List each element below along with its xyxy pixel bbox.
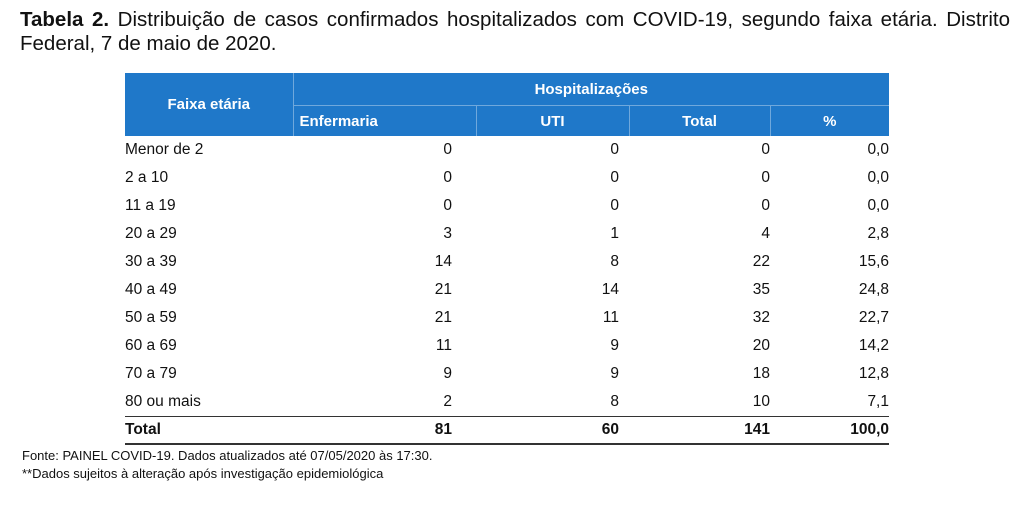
total-cell: 35	[752, 281, 770, 298]
table-row: 70 a 79 9 9 18 12,8	[125, 360, 889, 388]
icu-cell: 60	[476, 416, 629, 445]
table-row: 11 a 19 0 0 0 0,0	[125, 192, 889, 220]
ward-cell: 2	[443, 393, 452, 410]
ward-cell: 81	[293, 416, 476, 445]
icu-cell: 9	[610, 365, 619, 382]
icu-cell: 0	[610, 169, 619, 186]
age-group-cell: Total	[125, 416, 293, 445]
percent-cell: 12,8	[858, 365, 889, 382]
ward-cell: 9	[443, 365, 452, 382]
percent-cell: 24,8	[858, 281, 889, 298]
icu-cell: 11	[602, 309, 619, 326]
total-cell: 0	[761, 169, 770, 186]
age-group-cell: 20 a 29	[125, 225, 177, 242]
icu-cell: 14	[601, 281, 619, 298]
icu-cell: 9	[610, 337, 619, 354]
age-group-header: Faixa etária	[125, 73, 294, 136]
percent-cell: 2,8	[867, 225, 889, 242]
icu-header: UTI	[475, 105, 629, 136]
percent-cell: 22,7	[858, 309, 889, 326]
age-group-cell: 60 a 69	[125, 337, 177, 354]
icu-cell: 0	[610, 141, 619, 158]
icu-cell: 8	[610, 253, 619, 270]
hospitalization-table: Faixa etária Hospitalizações Enfermaria …	[125, 73, 889, 445]
percent-cell: 14,2	[858, 337, 889, 354]
age-group-cell: 30 a 39	[125, 253, 177, 270]
source-note: Fonte: PAINEL COVID-19. Dados atualizado…	[22, 448, 433, 463]
total-cell: 0	[761, 141, 770, 158]
table-row: 30 a 39 14 8 22 15,6	[125, 248, 889, 276]
total-cell: 0	[761, 197, 770, 214]
table-row: 2 a 10 0 0 0 0,0	[125, 164, 889, 192]
percent-cell: 0,0	[867, 141, 889, 158]
percent-cell: 0,0	[867, 169, 889, 186]
table-row: 80 ou mais 2 8 10 7,1	[125, 388, 889, 417]
total-row: Total 81 60 141 100,0	[125, 416, 889, 445]
caption-text: Distribuição de casos confirmados hospit…	[20, 8, 1010, 55]
total-cell: 18	[752, 365, 770, 382]
ward-cell: 0	[443, 197, 452, 214]
total-cell: 22	[752, 253, 770, 270]
age-group-cell: 11 a 19	[125, 197, 176, 214]
total-cell: 4	[761, 225, 770, 242]
table-row: 40 a 49 21 14 35 24,8	[125, 276, 889, 304]
hospitalizations-header: Hospitalizações	[293, 73, 889, 106]
table-row: 50 a 59 21 11 32 22,7	[125, 304, 889, 332]
icu-cell: 1	[610, 225, 619, 242]
total-cell: 141	[629, 416, 770, 445]
age-group-cell: Menor de 2	[125, 141, 204, 158]
age-group-cell: 70 a 79	[125, 365, 177, 382]
icu-cell: 0	[610, 197, 619, 214]
ward-cell: 21	[434, 309, 452, 326]
percent-header: %	[769, 105, 889, 136]
table-row: Menor de 2 0 0 0 0,0	[125, 136, 889, 164]
ward-cell: 11	[435, 337, 452, 354]
total-cell: 10	[752, 393, 770, 410]
total-header: Total	[628, 105, 770, 136]
table-body: Menor de 2 0 0 0 0,0 2 a 10 0 0 0 0,0 11 a 19 0 0 0 0,…	[125, 136, 889, 445]
percent-cell: 15,6	[858, 253, 889, 270]
percent-cell: 100,0	[770, 416, 889, 445]
age-group-cell: 50 a 59	[125, 309, 177, 326]
total-cell: 32	[752, 309, 770, 326]
table-caption: Tabela 2. Distribuição de casos confirma…	[20, 8, 1010, 56]
percent-cell: 0,0	[867, 197, 889, 214]
ward-cell: 14	[434, 253, 452, 270]
ward-cell: 3	[443, 225, 452, 242]
age-group-cell: 80 ou mais	[125, 393, 201, 410]
age-group-cell: 2 a 10	[125, 169, 169, 186]
total-cell: 20	[752, 337, 770, 354]
table-row: 60 a 69 11 9 20 14,2	[125, 332, 889, 360]
icu-cell: 8	[610, 393, 619, 410]
table-row: 20 a 29 3 1 4 2,8	[125, 220, 889, 248]
age-group-cell: 40 a 49	[125, 281, 177, 298]
ward-cell: 21	[434, 281, 452, 298]
ward-cell: 0	[443, 169, 452, 186]
disclaimer-note: **Dados sujeitos à alteração após invest…	[22, 466, 384, 481]
percent-cell: 7,1	[867, 393, 889, 410]
caption-label: Tabela 2.	[20, 8, 110, 31]
ward-cell: 0	[443, 141, 452, 158]
ward-header: Enfermaria	[292, 105, 476, 136]
